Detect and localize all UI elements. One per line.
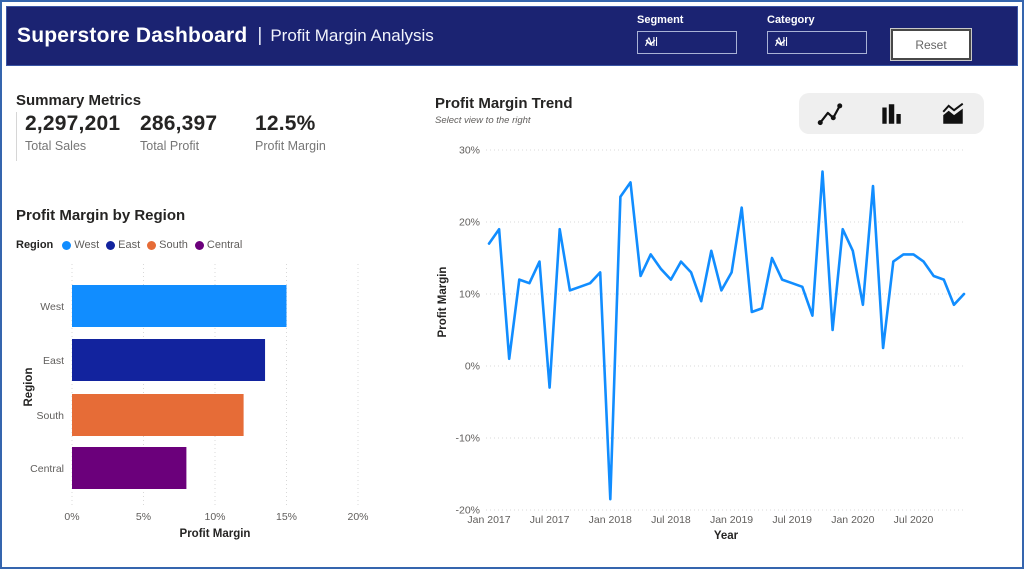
metric-profit-margin: 12.5% Profit Margin: [255, 112, 370, 161]
category-filter: Category All: [767, 14, 867, 54]
category-dropdown[interactable]: All: [767, 31, 867, 54]
region-bar-chart: 0% 5% 10% 15% 20% West East South Central Profit …: [23, 264, 369, 540]
region-chart-title: Profit Margin by Region: [16, 207, 186, 224]
area-chart-view-button[interactable]: [931, 96, 975, 132]
chevron-down-icon: [775, 39, 786, 46]
y-category-label: Central: [30, 463, 64, 475]
y-tick-label: 20%: [459, 217, 480, 229]
category-filter-label: Category: [767, 14, 815, 26]
x-tick-label: 0%: [64, 511, 79, 523]
legend-label: West: [74, 239, 100, 251]
y-tick-label: -10%: [455, 433, 480, 445]
header: Superstore Dashboard | Profit Margin Ana…: [6, 6, 1018, 66]
x-axis-title: Profit Margin: [180, 528, 251, 540]
legend-dot: [62, 240, 72, 250]
x-tick-label: 5%: [136, 511, 151, 523]
metric-total-profit: 286,397 Total Profit: [140, 112, 255, 161]
segment-filter: Segment All: [637, 14, 737, 54]
legend-item-west[interactable]: West: [62, 239, 99, 251]
legend-label: Central: [206, 239, 243, 251]
x-tick-label: Jul 2019: [772, 514, 812, 526]
dashboard-title: Superstore Dashboard: [17, 24, 248, 47]
x-tick-label: Jan 2018: [589, 514, 632, 526]
category-dropdown-value: All: [775, 36, 788, 49]
bar-west[interactable]: [72, 285, 287, 327]
segment-dropdown[interactable]: All: [637, 31, 737, 54]
legend-dot: [106, 240, 116, 250]
metric-label: Total Profit: [140, 139, 200, 153]
segment-dropdown-value: All: [645, 36, 658, 49]
y-category-label: East: [43, 355, 64, 367]
bar-south[interactable]: [72, 394, 244, 436]
line-chart-view-button[interactable]: [808, 96, 852, 132]
x-tick-label: Jul 2018: [651, 514, 691, 526]
title-separator: |: [257, 25, 263, 46]
legend-dot: [147, 240, 157, 250]
region-chart-legend: Region West East South Central: [16, 239, 249, 251]
x-tick-label: 10%: [204, 511, 225, 523]
legend-dot: [194, 240, 204, 250]
x-tick-label: Jul 2020: [894, 514, 934, 526]
line-chart-icon: [817, 102, 843, 125]
profit-margin-line[interactable]: [487, 170, 966, 501]
metric-value: 2,297,201: [25, 112, 121, 135]
x-tick-label: Jan 2019: [710, 514, 753, 526]
metric-value: 286,397: [140, 112, 218, 135]
x-tick-label: 15%: [276, 511, 297, 523]
y-tick-label: 0%: [465, 361, 480, 373]
x-axis-title: Year: [714, 530, 739, 542]
trend-chart-subtitle: Select view to the right: [435, 115, 531, 126]
bar-chart-icon: [882, 103, 902, 124]
legend-item-central[interactable]: Central: [194, 239, 243, 251]
trend-view-selector: [799, 93, 984, 134]
bar-east[interactable]: [72, 339, 266, 381]
chevron-down-icon: [645, 39, 656, 46]
y-axis-title: Profit Margin: [437, 267, 449, 338]
legend-title: Region: [16, 239, 54, 251]
y-tick-label: 10%: [459, 289, 480, 301]
legend-item-east[interactable]: East: [106, 239, 140, 251]
metric-total-sales: 2,297,201 Total Sales: [25, 112, 140, 161]
area-chart-icon: [942, 102, 964, 124]
summary-metrics: 2,297,201 Total Sales 286,397 Total Prof…: [16, 112, 370, 161]
legend-item-south[interactable]: South: [147, 239, 188, 251]
x-tick-label: Jan 2017: [467, 514, 510, 526]
bar-central[interactable]: [72, 447, 187, 489]
segment-filter-label: Segment: [637, 14, 684, 26]
trend-chart-title: Profit Margin Trend: [435, 95, 573, 112]
x-tick-label: Jul 2017: [530, 514, 570, 526]
metric-label: Profit Margin: [255, 139, 326, 153]
y-axis-title: Region: [23, 368, 35, 407]
summary-metrics-title: Summary Metrics: [16, 92, 142, 109]
metric-label: Total Sales: [25, 139, 87, 153]
bar-chart-view-button[interactable]: [869, 96, 913, 132]
profit-margin-trend-chart: 30% 20% 10% 0% -10% -20%Jan 2017 Jul 2017 Jan 2…: [437, 145, 966, 542]
y-tick-label: 30%: [459, 145, 480, 157]
header-titles: Superstore Dashboard | Profit Margin Ana…: [17, 7, 434, 65]
legend-label: East: [118, 239, 141, 251]
x-tick-label: 20%: [347, 511, 368, 523]
y-category-label: South: [37, 410, 65, 422]
x-tick-label: Jan 2020: [831, 514, 874, 526]
y-category-label: West: [40, 301, 64, 313]
dashboard-subtitle: Profit Margin Analysis: [270, 26, 434, 45]
y-tick-label: -20%: [455, 505, 480, 517]
metric-value: 12.5%: [255, 112, 316, 135]
legend-label: South: [159, 239, 188, 251]
reset-button[interactable]: Reset: [891, 29, 971, 60]
